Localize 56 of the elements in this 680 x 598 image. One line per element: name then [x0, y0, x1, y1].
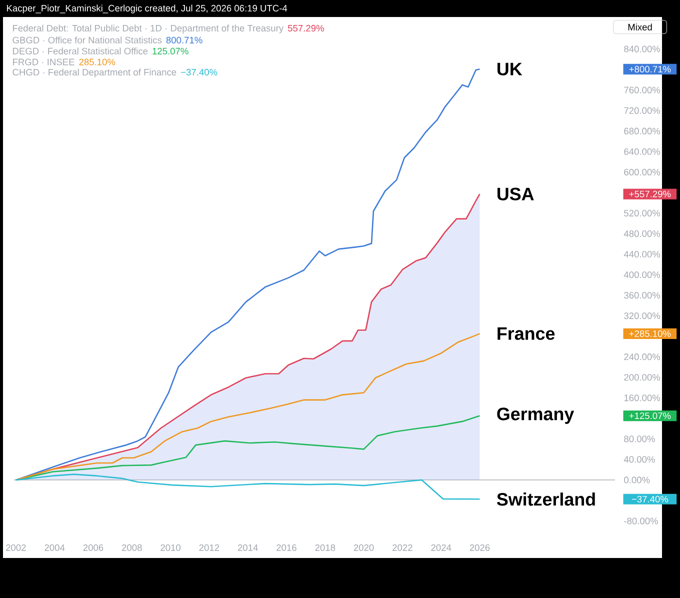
x-tick-label: 2002 [6, 544, 26, 551]
series-label: Germany [497, 408, 574, 424]
y-tick-label: 760.00% [624, 86, 660, 94]
text: Federal Debt: Total Public Debt · 1D · Department of the Treasury [13, 24, 284, 34]
annotation: 125.07% [152, 48, 188, 54]
series-label: UK [498, 62, 522, 76]
y-tick-label: 200.00% [624, 374, 660, 381]
y-tick-label: 520.00% [624, 210, 660, 216]
annotation: 285.10% [79, 58, 116, 66]
x-tick-label: 2008 [122, 544, 142, 551]
y-tick-label: 40.00% [624, 456, 655, 463]
x-tick-label: 2010 [160, 544, 181, 551]
x-tick-label: 2012 [199, 544, 220, 551]
x-tick-label: 2016 [276, 544, 296, 551]
y-tick-label: 480.00% [624, 230, 660, 237]
y-tick-label: -80.00% [624, 518, 658, 524]
y-tick-label: 0.00% [624, 476, 650, 484]
text: 800.71% [166, 36, 202, 44]
y-tick-label: 160.00% [624, 394, 660, 402]
x-tick-label: 2026 [470, 544, 490, 551]
text: Mixed [628, 24, 652, 30]
text: +800.71% [629, 66, 671, 72]
y-tick-label: 320.00% [624, 312, 660, 320]
x-tick-label: 2004 [44, 544, 65, 551]
y-tick-label: 440.00% [624, 250, 660, 258]
annotation: FRGD · INSEE [13, 58, 74, 66]
y-tick-label: 240.00% [624, 354, 660, 360]
series-label: USA [498, 188, 534, 200]
annotation: DEGD · Federal Statistical Office [13, 48, 148, 54]
x-tick-label: 2020 [354, 544, 374, 551]
y-tick-label: 360.00% [624, 292, 660, 299]
line-series [15, 474, 480, 500]
x-tick-label: 2022 [392, 544, 412, 551]
legend-label: Switzerland [496, 492, 595, 506]
annotation: −37.40% [181, 68, 218, 76]
annotation: CHGD · Federal Department of Finance [12, 68, 176, 78]
text: +125.07% [629, 412, 671, 420]
x-tick-label: 2024 [431, 544, 452, 551]
y-tick-label: 640.00% [624, 148, 660, 155]
text: 557.29% [288, 24, 324, 32]
y-tick-label: 400.00% [624, 271, 660, 278]
series-label: France [498, 327, 555, 340]
text: GBGD · Office for National Statistics [12, 36, 162, 44]
y-tick-label: 80.00% [624, 436, 655, 442]
x-tick-label: 2018 [315, 544, 336, 551]
y-tick-label: 680.00% [624, 128, 660, 134]
text: +285.10% [629, 330, 671, 337]
text: −37.40% [632, 496, 668, 502]
x-tick-label: 2014 [238, 544, 258, 551]
y-tick-label: 840.00% [624, 46, 660, 52]
text: +557.29% [629, 190, 671, 198]
line-series [15, 333, 480, 481]
x-tick-label: 2006 [83, 544, 104, 551]
y-tick-label: 720.00% [624, 107, 660, 114]
y-tick-label: 600.00% [624, 168, 660, 176]
text: Kacper_Piotr_Kaminski_Cerlogic created, Jul 25, 2026 06:19 UTC-4 [7, 4, 288, 14]
